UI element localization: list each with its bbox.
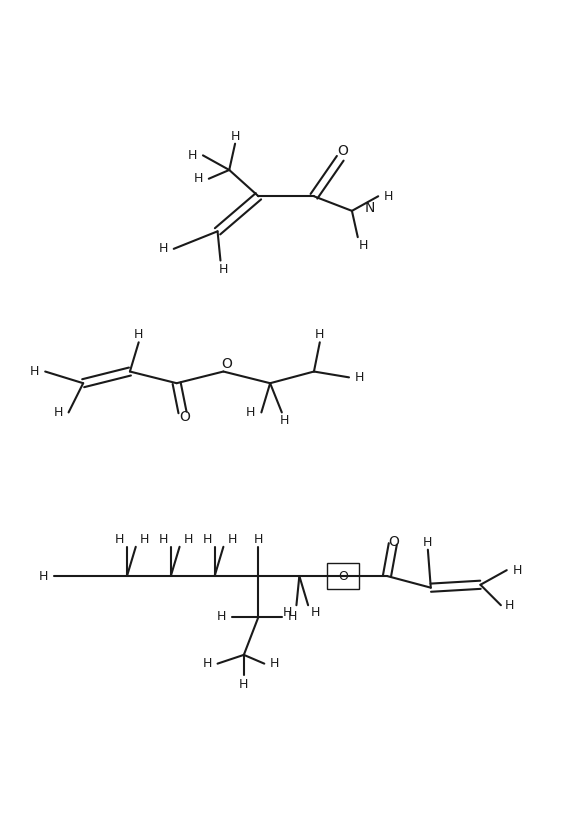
Text: H: H [39, 569, 48, 582]
Text: H: H [246, 406, 255, 419]
Text: O: O [221, 357, 232, 371]
Text: H: H [114, 532, 124, 545]
Text: H: H [140, 532, 149, 545]
Text: O: O [338, 569, 348, 582]
Text: H: H [239, 677, 248, 690]
Text: H: H [53, 406, 63, 419]
FancyBboxPatch shape [328, 563, 359, 589]
Text: H: H [283, 606, 292, 619]
Text: H: H [194, 172, 203, 185]
Text: H: H [512, 563, 522, 577]
Text: H: H [288, 610, 297, 623]
Text: H: H [359, 239, 368, 252]
Text: H: H [134, 328, 143, 342]
Text: H: H [254, 532, 263, 545]
Text: N: N [365, 201, 375, 215]
Text: H: H [270, 657, 279, 670]
Text: H: H [505, 599, 514, 612]
Text: H: H [158, 242, 168, 256]
Text: H: H [384, 190, 393, 203]
Text: H: H [30, 365, 39, 378]
Text: H: H [280, 414, 289, 427]
Text: H: H [217, 610, 227, 623]
Text: H: H [311, 606, 321, 619]
Text: H: H [188, 149, 197, 162]
Text: H: H [203, 532, 212, 545]
Text: O: O [389, 535, 399, 549]
Text: H: H [230, 129, 239, 143]
Text: H: H [228, 532, 237, 545]
Text: H: H [203, 657, 212, 670]
Text: H: H [184, 532, 193, 545]
Text: H: H [423, 536, 433, 549]
Text: H: H [158, 532, 168, 545]
Text: O: O [338, 143, 349, 158]
Text: O: O [179, 410, 190, 424]
Text: H: H [315, 328, 325, 342]
Text: H: H [219, 263, 228, 276]
Text: H: H [355, 371, 364, 384]
